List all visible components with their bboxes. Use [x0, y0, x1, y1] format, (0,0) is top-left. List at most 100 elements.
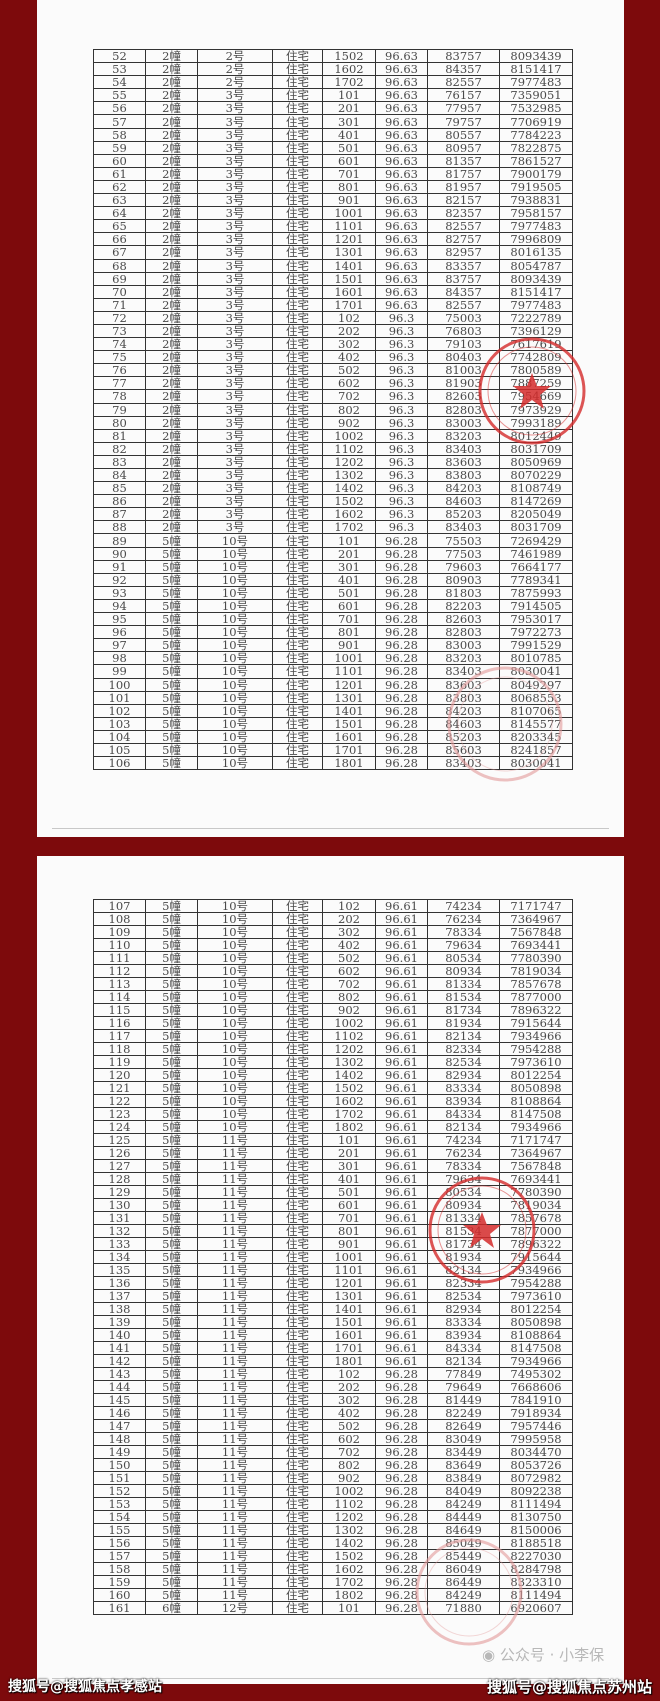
table-row: 156 5幢 11号 住宅 1402 96.28 85049 8188518: [93, 1536, 573, 1550]
cell-usage: 住宅: [272, 1562, 323, 1576]
cell-usage: 住宅: [272, 127, 323, 142]
cell-usage: 住宅: [272, 140, 323, 155]
cell-building: 5幢: [145, 533, 198, 548]
cell-no: 150: [93, 1458, 146, 1472]
cell-usage: 住宅: [272, 1120, 323, 1134]
cell-usage: 住宅: [272, 1133, 323, 1147]
table-row: 87 2幢 3号 住宅 1602 96.3 85203 8205049: [93, 507, 573, 522]
cell-total-price: 8050969: [499, 454, 573, 470]
cell-area: 96.63: [375, 75, 428, 90]
cell-no: 90: [93, 546, 146, 561]
cell-building: 5幢: [145, 1107, 198, 1121]
cell-usage: 住宅: [272, 494, 323, 509]
table-row: 81 2幢 3号 住宅 1002 96.3 83203 8012449: [93, 428, 573, 443]
cell-building: 5幢: [145, 1003, 198, 1017]
cell-area: 96.63: [375, 62, 428, 77]
cell-unit-price: 83003: [427, 638, 500, 653]
table-row: 96 5幢 10号 住宅 801 96.28 82803 7972273: [93, 625, 573, 640]
cell-no: 115: [93, 1003, 146, 1017]
cell-unit: 3号: [197, 127, 273, 142]
cell-total-price: 7171747: [499, 1133, 573, 1147]
cell-building: 2幢: [145, 297, 198, 312]
cell-unit-price: 82557: [427, 219, 500, 234]
cell-area: 96.28: [375, 612, 428, 627]
page-edge-line: [52, 1678, 609, 1679]
cell-building: 5幢: [145, 1562, 198, 1576]
cell-usage: 住宅: [272, 1432, 323, 1446]
cell-building: 5幢: [145, 1458, 198, 1472]
table-row: 139 5幢 11号 住宅 1501 96.61 83334 8050898: [93, 1315, 573, 1329]
table-row: 154 5幢 11号 住宅 1202 96.28 84449 8130750: [93, 1510, 573, 1524]
cell-no: 132: [93, 1224, 146, 1238]
cell-building: 5幢: [145, 1406, 198, 1420]
cell-building: 5幢: [145, 677, 198, 692]
cell-no: 96: [93, 625, 146, 640]
cell-total-price: 7617619: [499, 337, 573, 352]
cell-no: 92: [93, 572, 146, 587]
cell-no: 127: [93, 1159, 146, 1173]
cell-unit: 10号: [197, 1120, 273, 1134]
cell-usage: 住宅: [272, 1380, 323, 1394]
cell-usage: 住宅: [272, 219, 323, 234]
cell-room: 802: [322, 990, 376, 1004]
cell-unit: 3号: [197, 179, 273, 195]
cell-no: 161: [93, 1601, 146, 1615]
cell-area: 96.61: [375, 951, 428, 965]
cell-unit-price: 82957: [427, 245, 500, 260]
table-row: 53 2幢 2号 住宅 1602 96.63 84357 8151417: [93, 62, 573, 77]
cell-usage: 住宅: [272, 310, 323, 325]
cell-usage: 住宅: [272, 1198, 323, 1212]
cell-building: 2幢: [145, 166, 198, 181]
cell-unit: 12号: [197, 1601, 273, 1615]
cell-area: 96.28: [375, 572, 428, 587]
cell-building: 5幢: [145, 1068, 198, 1082]
cell-total-price: 8049297: [499, 677, 573, 692]
cell-room: 602: [322, 1432, 376, 1446]
cell-unit: 11号: [197, 1575, 273, 1589]
cell-usage: 住宅: [272, 1328, 323, 1342]
cell-area: 96.61: [375, 925, 428, 939]
cell-unit-price: 84603: [427, 716, 500, 731]
cell-building: 2幢: [145, 232, 198, 247]
cell-room: 1001: [322, 206, 376, 221]
cell-building: 5幢: [145, 912, 198, 926]
cell-unit: 11号: [197, 1458, 273, 1472]
cell-building: 5幢: [145, 1380, 198, 1394]
table-row: 64 2幢 3号 住宅 1001 96.63 82357 7958157: [93, 206, 573, 221]
cell-unit: 11号: [197, 1237, 273, 1251]
table-row: 72 2幢 3号 住宅 102 96.3 75003 7222789: [93, 310, 573, 325]
cell-building: 5幢: [145, 1341, 198, 1355]
cell-total-price: 7742809: [499, 350, 573, 365]
cell-unit-price: 79103: [427, 337, 500, 352]
cell-total-price: 7857678: [499, 1211, 573, 1225]
cell-unit: 11号: [197, 1276, 273, 1290]
cell-total-price: 7359051: [499, 88, 573, 103]
cell-building: 2幢: [145, 48, 198, 64]
cell-area: 96.3: [375, 428, 428, 443]
cell-building: 5幢: [145, 1276, 198, 1290]
cell-building: 2幢: [145, 415, 198, 430]
cell-unit: 11号: [197, 1315, 273, 1329]
table-row: 104 5幢 10号 住宅 1601 96.28 85203 8203345: [93, 729, 573, 744]
cell-room: 1201: [322, 677, 376, 692]
cell-usage: 住宅: [272, 1393, 323, 1407]
cell-no: 128: [93, 1172, 146, 1186]
cell-room: 1001: [322, 651, 376, 666]
cell-total-price: 8108864: [499, 1094, 573, 1108]
cell-area: 96.63: [375, 153, 428, 168]
cell-area: 96.63: [375, 232, 428, 247]
cell-room: 1801: [322, 1354, 376, 1368]
cell-building: 2幢: [145, 127, 198, 142]
table-row: 150 5幢 11号 住宅 802 96.28 83649 8053726: [93, 1458, 573, 1472]
cell-area: 96.28: [375, 1601, 428, 1615]
cell-area: 96.3: [375, 389, 428, 404]
cell-room: 902: [322, 1471, 376, 1485]
cell-usage: 住宅: [272, 62, 323, 77]
cell-building: 2幢: [145, 402, 198, 417]
cell-total-price: 8053726: [499, 1458, 573, 1472]
cell-building: 2幢: [145, 363, 198, 378]
table-row: 98 5幢 10号 住宅 1001 96.28 83203 8010785: [93, 651, 573, 666]
cell-building: 2幢: [145, 245, 198, 260]
cell-building: 5幢: [145, 1289, 198, 1303]
cell-area: 96.63: [375, 193, 428, 208]
